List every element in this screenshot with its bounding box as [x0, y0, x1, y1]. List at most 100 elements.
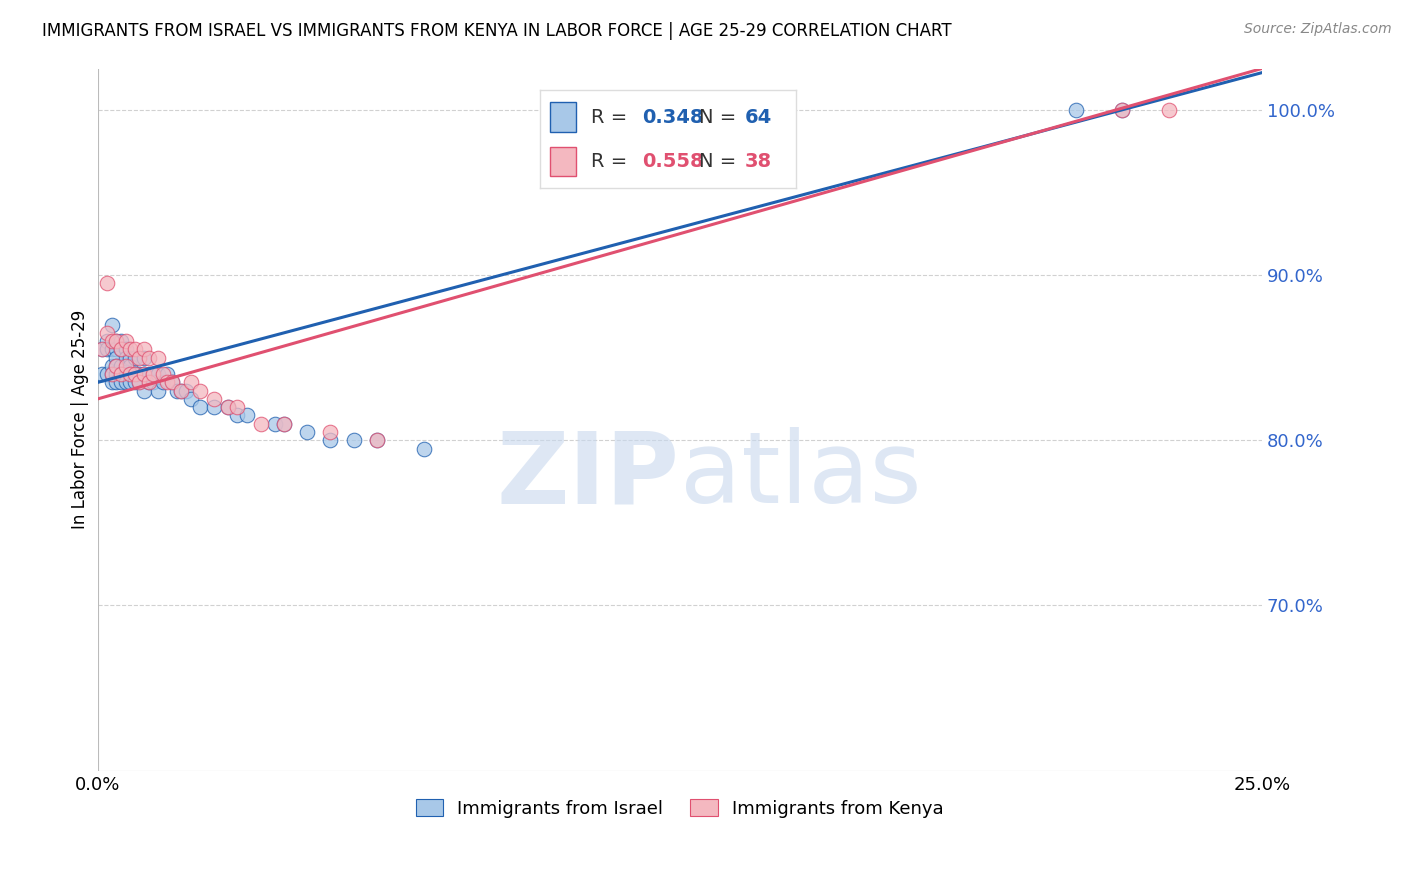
Point [152, 367, 174, 381]
Point [134, 367, 156, 381]
Point [120, 359, 142, 373]
Point [105, 376, 128, 390]
Point [188, 384, 211, 398]
Text: ZIP: ZIP [496, 427, 679, 524]
Point [160, 376, 183, 390]
Point [100, 367, 122, 381]
Point [110, 376, 132, 390]
Point [128, 376, 150, 390]
Point [142, 367, 165, 381]
Point [114, 334, 136, 348]
Point [114, 367, 136, 381]
Point [96, 277, 118, 291]
Text: atlas: atlas [679, 427, 921, 524]
Point [128, 351, 150, 365]
Point [124, 351, 146, 365]
Point [96, 326, 118, 340]
Point [105, 334, 128, 348]
Point [134, 384, 156, 398]
Text: IMMIGRANTS FROM ISRAEL VS IMMIGRANTS FROM KENYA IN LABOR FORCE | AGE 25-29 CORRE: IMMIGRANTS FROM ISRAEL VS IMMIGRANTS FRO… [42, 22, 952, 40]
Point [100, 359, 122, 373]
Point [110, 343, 132, 357]
Point [138, 376, 160, 390]
Point [180, 392, 202, 406]
Point [96, 334, 118, 348]
Point [91, 343, 114, 357]
Point [188, 401, 211, 415]
Point [1111, 103, 1133, 117]
Point [100, 376, 122, 390]
Point [1111, 103, 1133, 117]
Point [180, 376, 202, 390]
Point [146, 351, 169, 365]
Text: Source: ZipAtlas.com: Source: ZipAtlas.com [1244, 22, 1392, 37]
Point [105, 343, 128, 357]
Point [138, 367, 160, 381]
Point [160, 376, 183, 390]
Point [226, 401, 249, 415]
Point [100, 334, 122, 348]
Point [134, 367, 156, 381]
Point [263, 417, 285, 431]
Point [100, 318, 122, 332]
Point [100, 343, 122, 357]
Point [128, 376, 150, 390]
Point [152, 376, 174, 390]
Point [1157, 103, 1180, 117]
Point [226, 409, 249, 423]
Point [319, 425, 342, 439]
Y-axis label: In Labor Force | Age 25-29: In Labor Force | Age 25-29 [72, 310, 89, 529]
Legend: Immigrants from Israel, Immigrants from Kenya: Immigrants from Israel, Immigrants from … [409, 792, 950, 825]
Point [156, 367, 179, 381]
Point [110, 367, 132, 381]
Point [105, 334, 128, 348]
Point [295, 425, 318, 439]
Point [105, 359, 128, 373]
Point [217, 401, 239, 415]
Point [124, 367, 146, 381]
Point [110, 343, 132, 357]
Point [156, 376, 179, 390]
Point [91, 343, 114, 357]
Point [120, 351, 142, 365]
Point [96, 343, 118, 357]
Point [170, 384, 193, 398]
Point [110, 367, 132, 381]
Point [202, 401, 225, 415]
Point [343, 434, 366, 448]
Point [114, 359, 136, 373]
Point [217, 401, 239, 415]
Point [134, 343, 156, 357]
Point [91, 367, 114, 381]
Point [138, 351, 160, 365]
Point [138, 376, 160, 390]
Point [412, 442, 434, 456]
Point [105, 367, 128, 381]
Point [166, 384, 188, 398]
Point [366, 434, 388, 448]
Point [273, 417, 295, 431]
Point [120, 367, 142, 381]
Point [124, 343, 146, 357]
Point [105, 351, 128, 365]
Point [105, 359, 128, 373]
Point [170, 384, 193, 398]
Point [202, 392, 225, 406]
Point [100, 367, 122, 381]
Point [142, 376, 165, 390]
Point [124, 367, 146, 381]
Point [110, 334, 132, 348]
Point [110, 359, 132, 373]
Point [96, 367, 118, 381]
Point [366, 434, 388, 448]
Point [249, 417, 271, 431]
Point [120, 343, 142, 357]
Point [114, 376, 136, 390]
Point [142, 367, 165, 381]
Point [235, 409, 257, 423]
Point [124, 376, 146, 390]
Point [134, 351, 156, 365]
Point [128, 367, 150, 381]
Point [120, 376, 142, 390]
Point [120, 367, 142, 381]
